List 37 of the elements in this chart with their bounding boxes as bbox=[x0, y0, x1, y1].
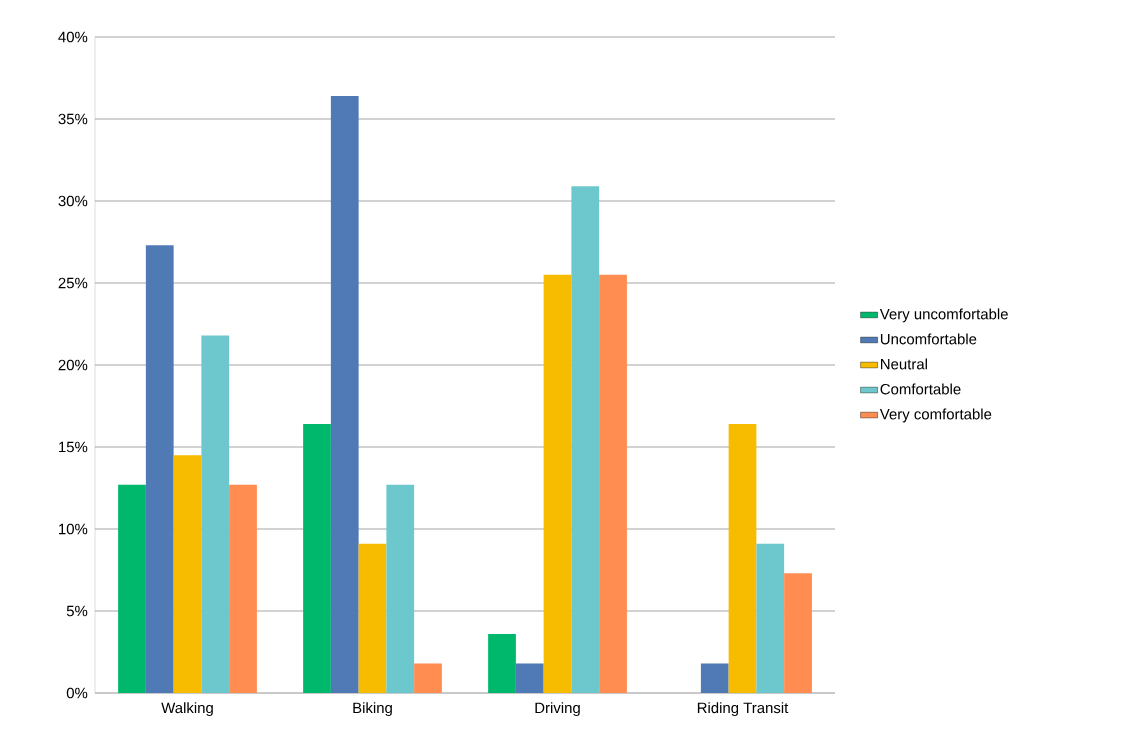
bar bbox=[571, 186, 600, 693]
x-tick-label: Driving bbox=[535, 702, 580, 717]
bar bbox=[386, 484, 415, 693]
y-tick-label: 0% bbox=[66, 687, 88, 699]
y-tick-label: 35% bbox=[58, 113, 88, 125]
bar bbox=[330, 96, 359, 693]
bar bbox=[303, 424, 331, 693]
y-tick-label: 20% bbox=[58, 359, 88, 371]
y-tick-label: 30% bbox=[58, 195, 88, 207]
legend-label: Comfortable bbox=[880, 383, 961, 395]
bar bbox=[201, 335, 230, 693]
legend-label: Very comfortable bbox=[879, 408, 992, 423]
legend-label: Uncomfortable bbox=[880, 333, 977, 345]
bar bbox=[488, 633, 516, 693]
y-tick-label: 25% bbox=[58, 277, 88, 289]
legend-label: Very uncomfortable bbox=[879, 308, 1008, 323]
bar bbox=[358, 543, 387, 693]
bar bbox=[145, 245, 174, 693]
bar bbox=[599, 274, 627, 693]
bar bbox=[756, 543, 785, 693]
bar bbox=[515, 663, 544, 693]
x-tick-label: Biking bbox=[353, 702, 392, 717]
bar bbox=[229, 484, 257, 693]
bar bbox=[173, 455, 202, 693]
bar bbox=[728, 424, 757, 693]
x-tick-label: Walking bbox=[161, 702, 213, 717]
y-tick-label: 5% bbox=[66, 605, 88, 617]
bar bbox=[784, 573, 812, 693]
bar bbox=[118, 484, 146, 693]
y-tick-label: 40% bbox=[58, 31, 88, 43]
legend-label: Neutral bbox=[881, 358, 927, 370]
bar bbox=[700, 663, 729, 693]
y-tick-label: 10% bbox=[59, 523, 88, 535]
bar bbox=[414, 663, 442, 693]
x-tick-label: Riding Transit bbox=[697, 702, 789, 717]
y-tick-label: 15% bbox=[59, 441, 88, 453]
bar bbox=[543, 274, 572, 693]
